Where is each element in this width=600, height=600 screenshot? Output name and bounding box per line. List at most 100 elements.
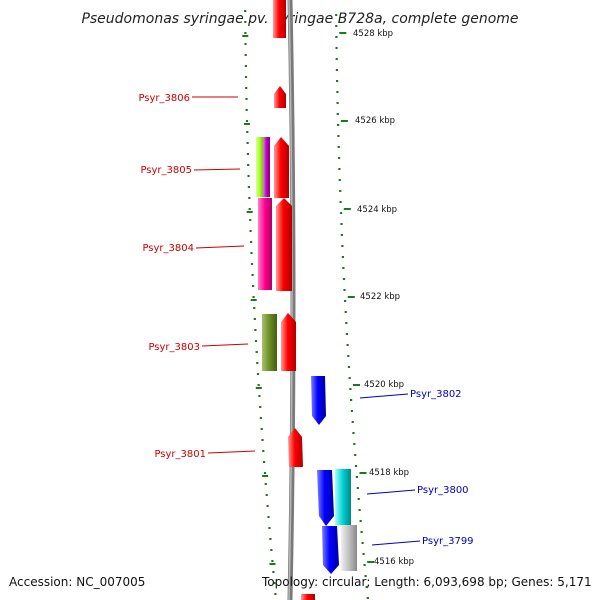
ruler-tick [354, 465, 358, 467]
gene-features [256, 0, 357, 600]
ruler-tick [244, 76, 248, 78]
homolog-block-3799 [341, 525, 357, 571]
ruler-tick [337, 135, 340, 137]
ruler-tick [257, 384, 260, 386]
ruler-tick [347, 366, 351, 368]
ruler-tick [246, 153, 249, 155]
gene-block-psyr-3803[interactable] [281, 313, 296, 371]
gene-label-psyr-3802[interactable]: Psyr_3802 [410, 389, 462, 400]
ruler-tick [250, 263, 254, 265]
ruler-tick [336, 80, 339, 82]
ruler-tick [338, 179, 341, 181]
gene-block-psyr-3806[interactable] [274, 86, 286, 108]
ruler-tick [338, 157, 341, 159]
ruler-tick [267, 516, 270, 518]
ruler-tick [339, 212, 343, 214]
gene-label-psyr-3804[interactable]: Psyr_3804 [142, 243, 194, 254]
ruler-tick [355, 476, 358, 478]
ruler-tick [339, 190, 342, 192]
ruler-tick [360, 531, 363, 533]
gene-block-psyr-3800[interactable] [317, 470, 334, 526]
ruler-tick [340, 223, 343, 225]
kbp-label-4520: 4520 kbp [364, 380, 404, 390]
ruler-tick [248, 208, 251, 210]
ruler-tick [263, 472, 267, 474]
gene-block-psyr-3805[interactable] [274, 137, 289, 198]
ruler-tick [249, 219, 252, 221]
ruler-tick [269, 538, 272, 540]
ruler-major-tick [339, 32, 347, 34]
ruler-tick [335, 47, 338, 49]
ruler-tick [349, 388, 352, 390]
ruler-tick [342, 278, 346, 280]
homolog-block-3805-b [263, 137, 270, 197]
ruler-tick [268, 527, 271, 529]
ruler-tick [350, 410, 353, 412]
ruler-tick [274, 593, 277, 595]
gene-block-psyr-3799[interactable] [322, 526, 339, 574]
gene-block-bottom [301, 594, 315, 600]
genome-title: Pseudomonas syringae pv. syringae B728a,… [81, 11, 518, 27]
right-ruler [335, 14, 375, 599]
ruler-tick [259, 417, 262, 419]
gene-label-psyr-3799[interactable]: Psyr_3799 [422, 536, 474, 547]
homolog-block-3805-a [256, 137, 264, 197]
ruler-tick [253, 307, 256, 309]
ruler-tick [248, 197, 251, 199]
ruler-tick [353, 443, 356, 445]
gene-block-top[interactable] [273, 0, 286, 38]
topology-text: Topology: circular; Length: 6,093,698 bp… [262, 575, 592, 589]
ruler-tick [262, 450, 265, 452]
gene-label-psyr-3800[interactable]: Psyr_3800 [417, 485, 469, 496]
gene-label-psyr-3803[interactable]: Psyr_3803 [148, 342, 200, 353]
ruler-tick [272, 571, 275, 573]
ruler-tick [244, 21, 247, 23]
ruler-major-tick [359, 472, 367, 474]
ruler-tick [245, 120, 249, 122]
ruler-tick [344, 311, 347, 313]
ruler-tick [261, 439, 264, 441]
ruler-tick [245, 87, 248, 89]
ruler-tick [244, 54, 247, 56]
homolog-block-3804 [258, 198, 272, 290]
gene-block-psyr-3801[interactable] [288, 428, 303, 467]
ruler-tick [244, 43, 247, 45]
ruler-tick [256, 362, 259, 364]
ruler-tick [346, 344, 349, 346]
ruler-tick [341, 256, 344, 258]
ruler-major-tick [343, 208, 351, 210]
ruler-major-tick [347, 296, 355, 298]
gene-label-psyr-3801[interactable]: Psyr_3801 [154, 449, 206, 460]
ruler-tick [359, 520, 362, 522]
ruler-tick [245, 98, 248, 100]
ruler-major-tick [340, 120, 348, 122]
ruler-tick [254, 329, 257, 331]
ruler-tick [365, 586, 368, 588]
gene-label-psyr-3806[interactable]: Psyr_3806 [138, 93, 190, 104]
ruler-tick [344, 300, 347, 302]
ruler-tick [336, 113, 339, 115]
ruler-tick [264, 483, 267, 485]
ruler-tick [255, 351, 258, 353]
ruler-tick [251, 274, 254, 276]
ruler-tick [266, 505, 269, 507]
ruler-tick [352, 432, 355, 434]
ruler-tick [244, 65, 247, 67]
ruler-tick [335, 36, 338, 38]
ruler-major-tick [246, 211, 253, 213]
backbone [287, 0, 296, 600]
ruler-major-tick [262, 475, 269, 477]
ruler-tick [338, 168, 341, 170]
left-ruler [242, 10, 277, 595]
accession-text: Accession: NC_007005 [9, 575, 146, 589]
ruler-tick [361, 542, 364, 544]
gene-block-psyr-3802[interactable] [311, 376, 326, 425]
ruler-tick [245, 109, 248, 111]
ruler-tick [348, 377, 351, 379]
kbp-label-4518: 4518 kbp [369, 468, 409, 478]
gene-label-psyr-3805[interactable]: Psyr_3805 [140, 165, 192, 176]
ruler-major-tick [367, 561, 375, 563]
homolog-block-3800 [335, 469, 351, 525]
gene-block-psyr-3804[interactable] [276, 198, 292, 291]
